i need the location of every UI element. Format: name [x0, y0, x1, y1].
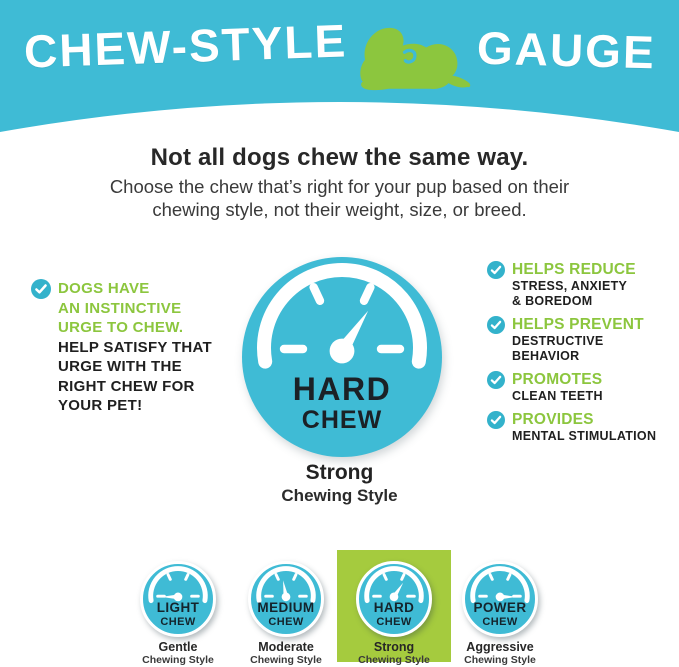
benefit-title: PROMOTES: [512, 371, 603, 388]
benefit-line: STRESS, ANXIETY: [512, 279, 628, 293]
scale-caption-sub: Chewing Style: [358, 654, 430, 667]
scale-caption-sub: Chewing Style: [142, 654, 214, 667]
light-chew-gauge: LIGHT CHEW: [140, 561, 216, 637]
headline: Not all dogs chew the same way.: [150, 144, 529, 171]
benefit-title: HELPS REDUCE: [512, 261, 636, 278]
check-icon: [487, 316, 505, 334]
scale-caption-title: Moderate: [258, 640, 314, 654]
banner-title-left: CHEW-STYLE: [22, 14, 348, 78]
scale-caption-sub: Chewing Style: [464, 654, 536, 667]
benefits-list: HELPS REDUCE STRESS, ANXIETY & BOREDOM H…: [487, 261, 677, 451]
instinct-note-text: DOGS HAVE AN INSTINCTIVE URGE TO CHEW. H…: [58, 279, 212, 416]
note-body-line: YOUR PET!: [58, 397, 143, 414]
scale-caption-title: Aggressive: [466, 640, 534, 654]
benefit-line: BEHAVIOR: [512, 349, 580, 363]
benefit-item: PROVIDES MENTAL STIMULATION: [487, 411, 677, 444]
power-chew-gauge: POWER CHEW: [462, 561, 538, 637]
mini-gauge-label-bottom: CHEW: [268, 615, 304, 628]
mini-gauge-label-bottom: CHEW: [160, 615, 196, 628]
mini-gauge-label-top: MEDIUM: [257, 600, 315, 616]
benefit-title: HELPS PREVENT: [512, 316, 644, 333]
scale-item-light: LIGHT CHEW Gentle Chewing Style: [121, 550, 235, 666]
check-icon: [31, 279, 51, 299]
scale-caption-title: Gentle: [158, 640, 198, 654]
dog-chewing-icon: [351, 20, 473, 106]
check-icon: [487, 411, 505, 429]
check-icon: [487, 371, 505, 389]
benefit-line: DESTRUCTIVE: [512, 334, 604, 348]
headline-subline: chewing style, not their weight, size, o…: [152, 199, 527, 220]
benefit-line: & BOREDOM: [512, 294, 593, 308]
main-gauge-caption: Strong Chewing Style: [0, 461, 679, 506]
main-caption-title: Strong: [305, 461, 374, 484]
scale-caption: Strong Chewing Style: [337, 640, 451, 666]
benefit-item: HELPS PREVENT DESTRUCTIVE BEHAVIOR: [487, 316, 677, 364]
scale-caption: Gentle Chewing Style: [121, 640, 235, 666]
note-highlight-line: URGE TO CHEW.: [58, 319, 184, 336]
main-gauge-label: HARD CHEW: [242, 371, 442, 434]
note-body-line: HELP SATISFY THAT: [58, 338, 213, 356]
hard-chew-gauge: HARD CHEW: [356, 561, 432, 637]
mini-gauge-label-top: HARD: [373, 600, 415, 616]
note-highlight-line: DOGS HAVE: [58, 280, 150, 297]
scale-caption-title: Strong: [373, 640, 415, 654]
scale-item-power: POWER CHEW Aggressive Chewing Style: [443, 550, 557, 666]
note-highlight-line: AN INSTINCTIVE: [58, 299, 182, 317]
benefit-item: PROMOTES CLEAN TEETH: [487, 371, 677, 404]
note-body-line: RIGHT CHEW FOR: [58, 377, 195, 395]
instinct-note: DOGS HAVE AN INSTINCTIVE URGE TO CHEW. H…: [31, 279, 212, 416]
scale-caption-sub: Chewing Style: [250, 654, 322, 667]
scale-item-hard-selected: HARD CHEW Strong Chewing Style: [337, 550, 451, 666]
main-gauge-label-top: HARD: [292, 371, 392, 407]
note-body-line: URGE WITH THE: [58, 358, 182, 375]
benefit-title: PROVIDES: [512, 411, 594, 428]
benefit-line: MENTAL STIMULATION: [512, 429, 657, 443]
intro-section: Not all dogs chew the same way. Choose t…: [0, 144, 679, 221]
benefit-item: HELPS REDUCE STRESS, ANXIETY & BOREDOM: [487, 261, 677, 309]
banner-arch-shape: [0, 102, 679, 142]
main-gauge-label-bottom: CHEW: [301, 405, 383, 434]
banner-title: CHEW-STYLE GAUGE: [0, 10, 679, 106]
headline-subline: Choose the chew that’s right for your pu…: [109, 176, 570, 197]
mini-gauge-label-bottom: CHEW: [376, 615, 412, 628]
scale-caption: Aggressive Chewing Style: [443, 640, 557, 666]
main-caption-sub: Chewing Style: [281, 486, 398, 505]
scale-caption: Moderate Chewing Style: [229, 640, 343, 666]
benefit-line: CLEAN TEETH: [512, 389, 603, 403]
banner: CHEW-STYLE GAUGE: [0, 0, 679, 142]
mini-gauge-label-top: LIGHT: [156, 600, 200, 616]
banner-title-right: GAUGE: [476, 21, 657, 79]
medium-chew-gauge: MEDIUM CHEW: [248, 561, 324, 637]
check-icon: [487, 261, 505, 279]
mini-gauge-label-bottom: CHEW: [482, 615, 518, 628]
scale-item-medium: MEDIUM CHEW Moderate Chewing Style: [229, 550, 343, 666]
main-gauge: HARD CHEW: [242, 257, 442, 457]
mini-gauge-label-top: POWER: [473, 600, 527, 616]
